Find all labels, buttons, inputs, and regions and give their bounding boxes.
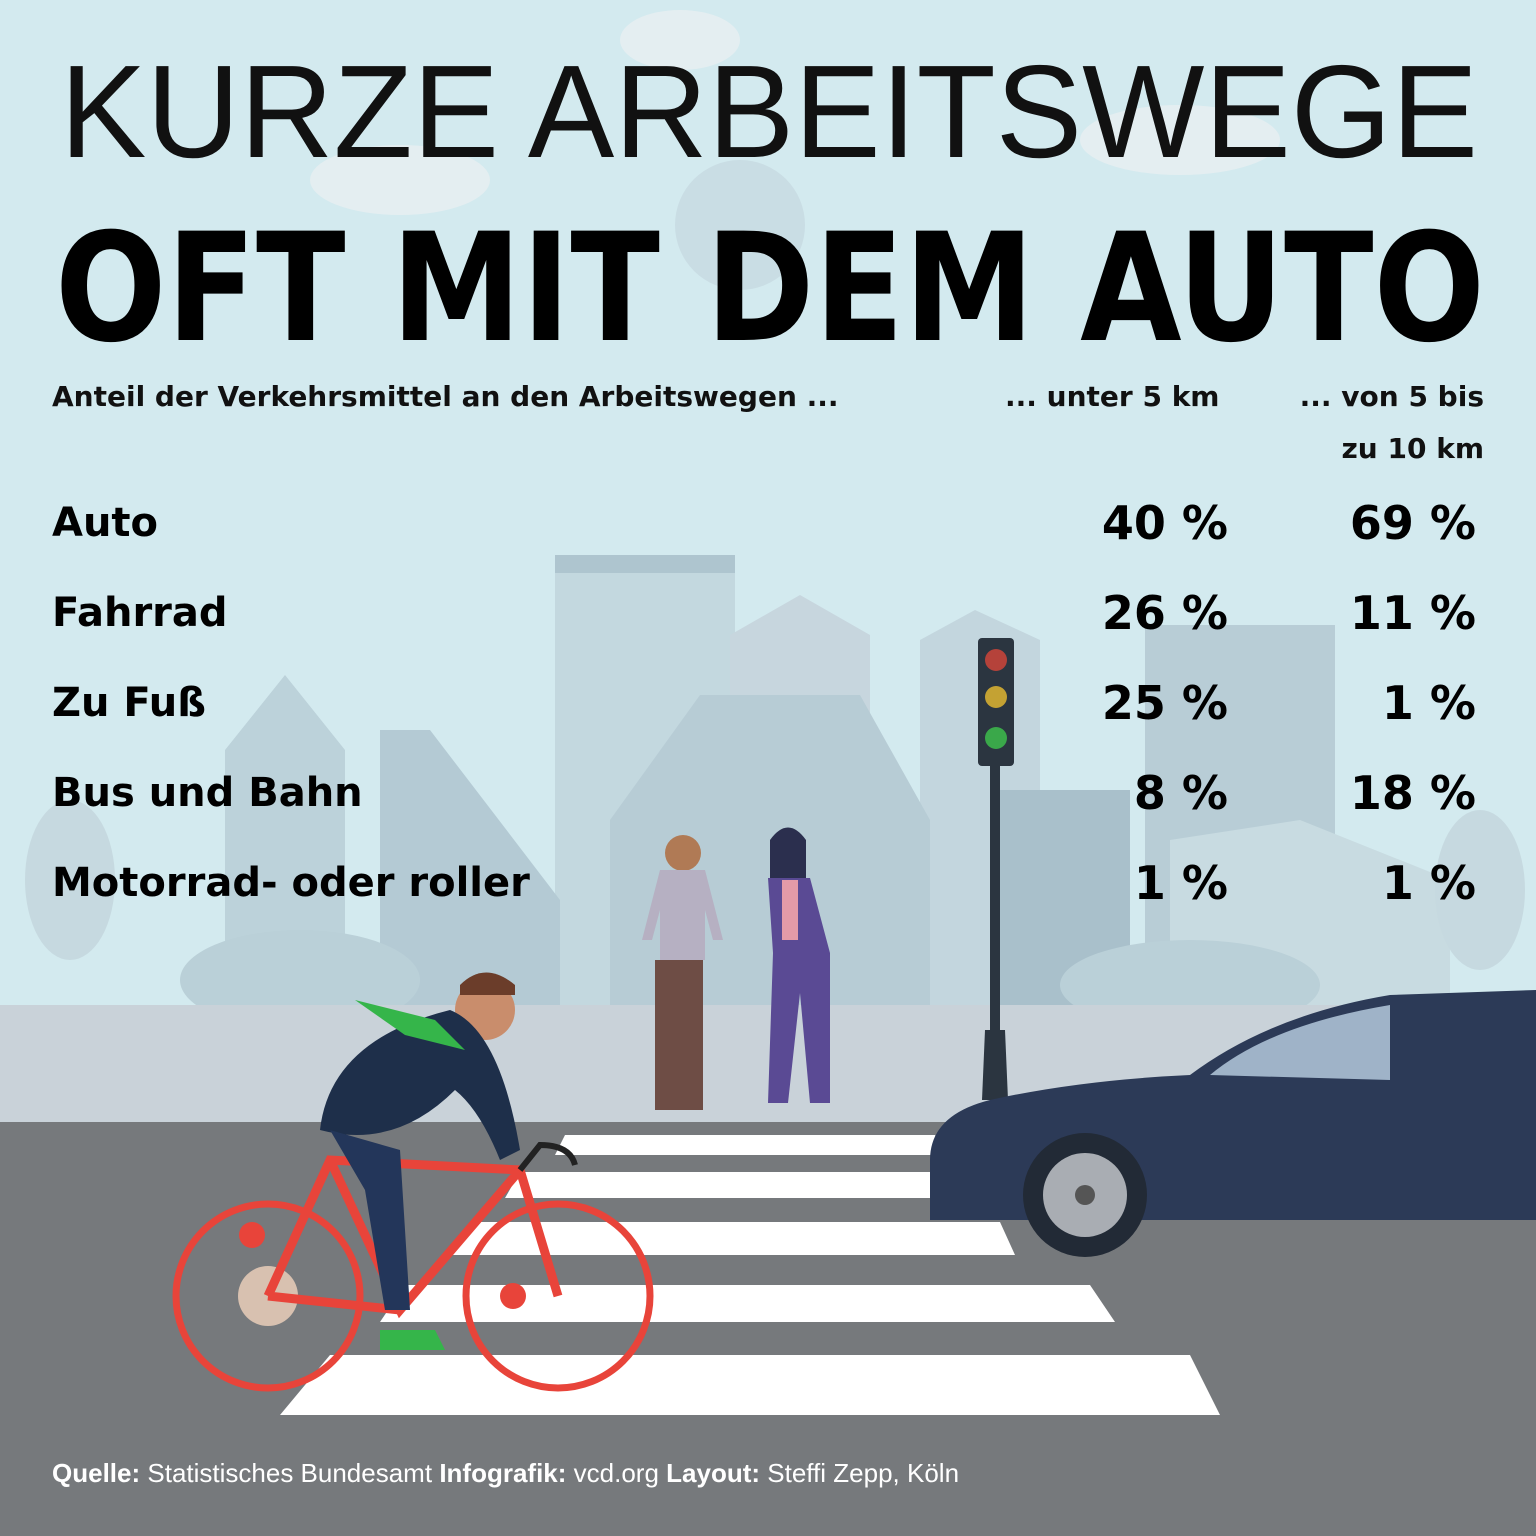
traffic-light-icon <box>978 638 1014 1100</box>
row-label: Fahrrad <box>52 590 228 636</box>
value-5-10km: 69 % <box>1349 496 1476 550</box>
column-header-under-5km: ... unter 5 km <box>1005 380 1220 413</box>
car-icon <box>930 990 1536 1257</box>
crosswalk <box>280 1135 1220 1415</box>
layout-label: Layout: <box>666 1458 761 1488</box>
cyclist <box>320 972 520 1350</box>
value-under-5km: 1 % <box>1133 856 1228 910</box>
value-under-5km: 26 % <box>1101 586 1228 640</box>
clouds <box>310 10 1280 290</box>
value-5-10km: 11 % <box>1349 586 1476 640</box>
value-under-5km: 8 % <box>1133 766 1228 820</box>
bicycle-icon <box>172 1141 654 1392</box>
infografik: vcd.org <box>573 1458 659 1488</box>
people-icon <box>642 827 830 1110</box>
value-under-5km: 25 % <box>1101 676 1228 730</box>
value-5-10km: 1 % <box>1381 676 1476 730</box>
value-5-10km: 1 % <box>1381 856 1476 910</box>
row-label: Bus und Bahn <box>52 770 363 816</box>
value-5-10km: 18 % <box>1349 766 1476 820</box>
row-label: Auto <box>52 500 159 546</box>
row-label: Zu Fuß <box>52 680 206 726</box>
value-under-5km: 40 % <box>1101 496 1228 550</box>
infografik-label: Infografik: <box>439 1458 567 1488</box>
title-line-2: OFT MIT DEM AUTO <box>55 202 1485 360</box>
column-header-5-10km-line2: zu 10 km <box>1341 432 1485 465</box>
title-line-1: KURZE ARBEITSWEGE <box>60 38 1478 185</box>
column-header-5-10km-line1: ... von 5 bis <box>1299 380 1484 413</box>
footer-credits: Quelle: Statistisches Bundesamt Infograf… <box>52 1458 959 1489</box>
layout: Steffi Zepp, Köln <box>767 1458 960 1488</box>
source: Statistisches Bundesamt <box>147 1458 433 1488</box>
row-label: Motorrad- oder roller <box>52 860 530 906</box>
title: KURZE ARBEITSWEGE OFT MIT DEM AUTO <box>55 38 1485 360</box>
source-label: Quelle: <box>52 1458 141 1488</box>
row-header: Anteil der Verkehrsmittel an den Arbeits… <box>52 380 839 413</box>
